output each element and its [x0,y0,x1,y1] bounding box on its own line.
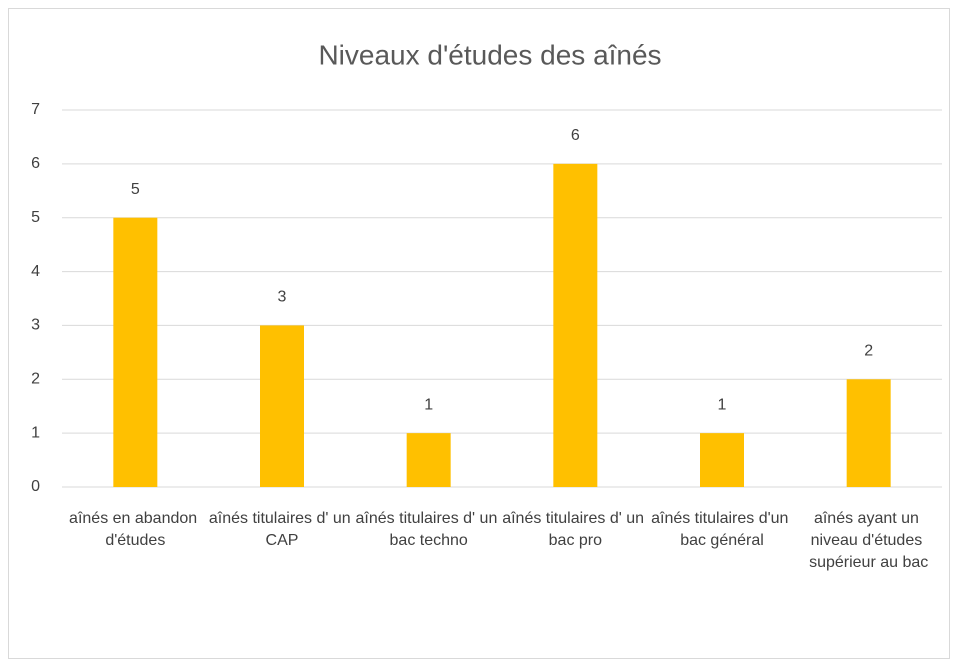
bar [406,433,451,487]
y-tick-label: 5 [31,209,40,226]
data-label: 1 [424,396,433,413]
x-tick-label: aînés titulaires d'un bac général [651,510,793,549]
data-label: 6 [571,127,580,144]
y-tick-label: 7 [31,101,40,118]
bar [846,379,891,487]
y-tick-label: 0 [31,478,40,495]
x-tick-label: aînés ayant un niveau d'études supérieur… [809,510,928,571]
x-tick-label: aînés titulaires d' un bac techno [356,510,502,549]
data-label: 3 [278,289,287,306]
y-tick-label: 3 [31,317,40,334]
y-tick-label: 1 [31,424,40,441]
x-tick-label: aînés en abandon d'études [69,510,202,549]
chart-title: Niveaux d'études des aînés [318,39,661,70]
data-label: 5 [131,181,140,198]
y-tick-label: 4 [31,263,40,280]
y-tick-label: 6 [31,155,40,172]
x-tick-label: aînés titulaires d' un bac pro [502,510,648,549]
bar [260,325,304,487]
data-label: 1 [718,396,727,413]
x-tick-label: aînés titulaires d' un CAP [209,510,355,549]
bar [113,217,158,487]
y-tick-label: 2 [31,371,40,388]
bar [553,163,598,487]
data-label: 2 [864,343,873,360]
chart-border [8,8,950,659]
bar [700,433,744,487]
